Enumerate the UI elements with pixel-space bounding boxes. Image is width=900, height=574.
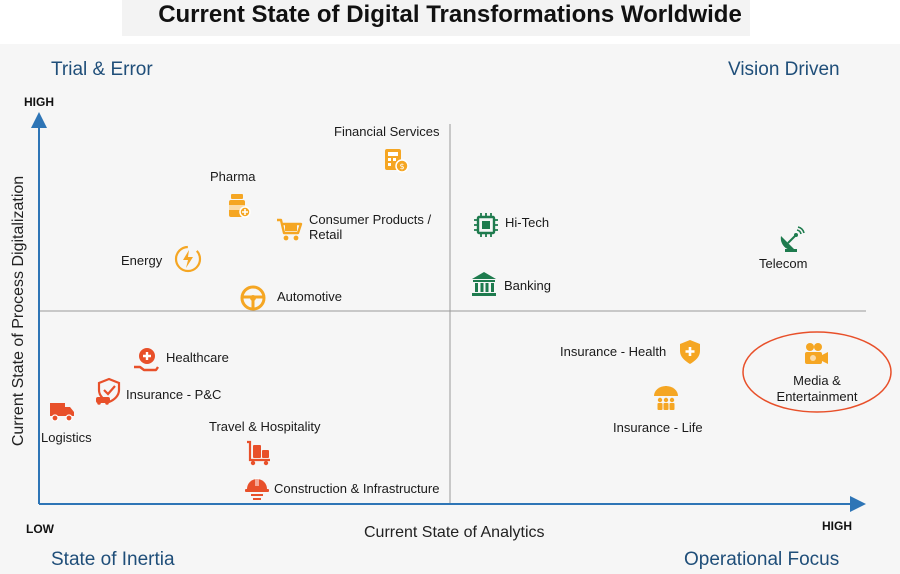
travel-hospitality-label: Travel & Hospitality [209,419,321,434]
pharma-label: Pharma [210,169,256,184]
umbrella-family-icon [652,384,680,412]
quadrant-state-of-inertia: State of Inertia [51,549,175,570]
health-shield-icon [676,338,704,366]
quadrant-vision-driven: Vision Driven [728,59,840,80]
media-highlight-ring [742,331,892,413]
y-axis-title: Current State of Process Digitalization [10,175,27,447]
media-entertainment-label-line2: Entertainment [776,389,858,404]
logistics-label: Logistics [41,430,92,445]
truck-icon [48,397,76,425]
car-shield-icon [95,377,123,405]
financial-services-label: Financial Services [334,124,440,139]
insurance-pc-label: Insurance - P&C [126,387,222,402]
pill-bottle-icon [224,192,252,220]
lightning-icon [174,245,202,273]
media-entertainment-label: Media & [793,373,841,388]
telecom-label: Telecom [759,256,808,271]
steering-wheel-icon [239,284,267,312]
banking-label: Banking [504,278,551,293]
quadrant-operational-focus: Operational Focus [684,549,840,570]
video-camera-icon [802,340,830,368]
healthcare-label: Healthcare [166,350,229,365]
calculator-icon: $ [381,146,409,174]
title-background [122,0,750,36]
quadrant-trial-error: Trial & Error [51,59,153,80]
x-axis-high-label: HIGH [822,519,852,533]
construction-label: Construction & Infrastructure [274,481,440,496]
chip-icon [472,211,500,239]
bank-icon [470,270,498,298]
automotive-label: Automotive [277,289,343,304]
medical-hand-icon [132,345,160,373]
consumer-products-label-line2: Retail [309,227,343,242]
page-title: Current State of Digital Transformations… [158,1,742,28]
consumer-products-label: Consumer Products / [309,212,432,227]
y-axis-high-label: HIGH [24,95,54,109]
x-axis-title: Current State of Analytics [364,524,545,541]
energy-label: Energy [121,253,163,268]
satellite-dish-icon [777,226,805,254]
svg-text:$: $ [399,162,404,171]
insurance-health-label: Insurance - Health [560,344,667,359]
shopping-cart-icon [275,215,303,243]
x-axis-low-label: LOW [26,522,54,536]
hard-hat-icon [243,474,271,502]
hi-tech-label: Hi-Tech [505,215,550,230]
insurance-life-label: Insurance - Life [613,420,703,435]
luggage-cart-icon [244,439,272,467]
